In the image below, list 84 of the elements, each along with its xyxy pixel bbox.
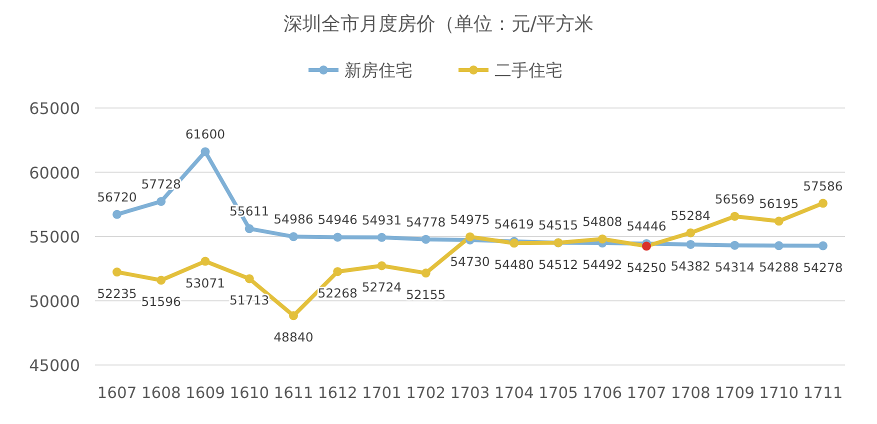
point xyxy=(598,234,607,244)
legend-label: 二手住宅 xyxy=(494,61,562,81)
y-tick-label: 45000 xyxy=(29,356,80,375)
data-label: 51713 xyxy=(229,292,270,308)
point xyxy=(774,216,784,226)
point xyxy=(730,212,740,221)
point xyxy=(333,267,342,276)
x-tick-label: 1609 xyxy=(186,384,225,402)
x-tick-label: 1611 xyxy=(274,384,314,402)
data-label: 56195 xyxy=(758,196,799,212)
point xyxy=(200,256,210,266)
x-tick-label: 1707 xyxy=(626,384,666,402)
x-tick-label: 1706 xyxy=(582,384,622,402)
point xyxy=(156,196,166,206)
x-tick-label: 1709 xyxy=(715,384,754,402)
x-tick-label: 1708 xyxy=(670,384,710,402)
point xyxy=(377,261,386,270)
point xyxy=(289,311,298,320)
data-label: 61600 xyxy=(185,126,226,142)
data-label: 52724 xyxy=(362,280,402,295)
point xyxy=(818,241,828,250)
data-label: 54288 xyxy=(758,260,799,275)
point xyxy=(730,240,740,250)
x-tick-label: 1711 xyxy=(803,384,843,402)
x-tick-label: 1704 xyxy=(494,384,534,402)
point xyxy=(200,147,210,156)
y-tick-label: 55000 xyxy=(29,228,80,246)
point xyxy=(774,241,784,250)
data-label: 52155 xyxy=(406,287,446,302)
point xyxy=(642,242,651,251)
x-tick-label: 1610 xyxy=(230,384,270,402)
data-label: 51596 xyxy=(141,294,182,310)
x-tick-label: 1702 xyxy=(406,384,446,402)
point xyxy=(686,240,696,249)
x-tick-label: 1608 xyxy=(141,384,181,402)
point xyxy=(112,210,122,219)
data-label: 54986 xyxy=(274,212,314,227)
data-label: 56569 xyxy=(714,191,755,206)
data-label: 55284 xyxy=(670,208,711,223)
point xyxy=(333,232,342,242)
data-label: 54778 xyxy=(406,214,446,230)
y-tick-label: 60000 xyxy=(29,163,80,182)
data-label: 48840 xyxy=(274,330,314,345)
x-tick-label: 1607 xyxy=(97,384,137,402)
point xyxy=(421,268,430,278)
x-tick-label: 1705 xyxy=(538,384,578,402)
point xyxy=(244,274,254,284)
data-label: 52268 xyxy=(318,286,358,301)
legend-label: 新房住宅 xyxy=(344,61,412,81)
data-label: 54446 xyxy=(626,218,666,234)
point xyxy=(421,234,430,244)
point xyxy=(112,268,122,277)
data-label: 54382 xyxy=(670,258,711,274)
data-label: 54250 xyxy=(626,260,666,276)
data-label: 54808 xyxy=(582,214,622,229)
data-label: 56720 xyxy=(97,189,137,204)
y-tick-label: 50000 xyxy=(29,292,80,311)
x-tick-label: 1703 xyxy=(450,384,490,402)
data-label: 54512 xyxy=(538,256,578,272)
point xyxy=(466,232,474,242)
data-label: 54492 xyxy=(582,257,622,272)
data-label: 54619 xyxy=(494,216,534,232)
data-label: 54480 xyxy=(494,257,534,272)
data-label: 57586 xyxy=(803,178,843,194)
point xyxy=(244,224,254,234)
data-label: 54730 xyxy=(450,254,490,269)
data-label: 54278 xyxy=(803,260,843,275)
chart-title: 深圳全市月度房价（单位：元/平方米 xyxy=(283,13,594,35)
data-label: 54515 xyxy=(538,218,578,233)
point xyxy=(818,198,828,208)
point xyxy=(289,232,298,242)
data-label: 54946 xyxy=(318,212,358,228)
point xyxy=(686,228,696,238)
data-label: 52235 xyxy=(97,286,137,302)
data-label: 54975 xyxy=(450,212,490,227)
point xyxy=(156,276,166,285)
data-label: 53071 xyxy=(185,275,226,290)
x-tick-label: 1701 xyxy=(362,384,402,402)
x-tick-label: 1710 xyxy=(759,384,799,402)
data-label: 54314 xyxy=(714,259,755,274)
x-tick-label: 1612 xyxy=(318,384,358,402)
y-tick-label: 65000 xyxy=(29,99,80,118)
point xyxy=(377,232,386,242)
data-label: 54931 xyxy=(362,212,402,228)
